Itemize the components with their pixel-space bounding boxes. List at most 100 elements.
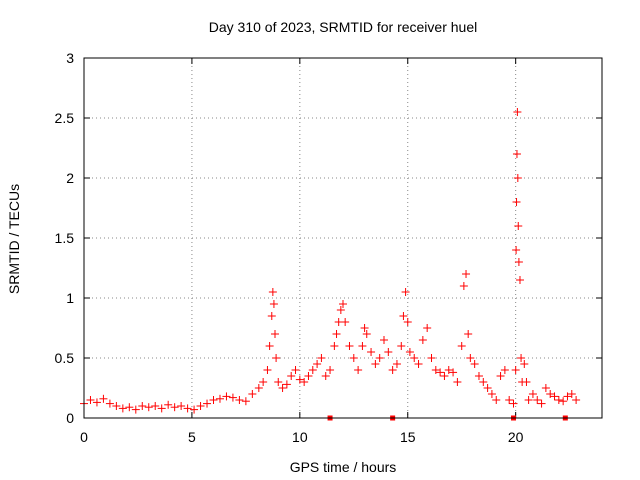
data-point [271,330,280,338]
data-point [567,390,576,398]
data-point [479,378,488,386]
data-point [550,392,559,401]
data-point [138,402,147,410]
data-point [196,402,205,410]
data-point [274,378,283,386]
data-point [453,378,462,386]
data-point [360,324,369,332]
data-point [554,396,563,404]
data-point [470,360,479,368]
data-point [392,360,401,368]
data-points [80,108,581,421]
data-point [388,366,397,374]
data-point [151,402,160,410]
data-point [118,404,127,413]
x-tick-label: 15 [400,429,416,445]
x-tick-label: 0 [80,429,88,445]
data-point [170,403,179,412]
data-point [512,246,521,254]
data-point [375,354,384,362]
data-point [326,366,335,374]
data-point [112,402,121,410]
data-point [321,372,330,380]
data-point [358,342,367,350]
data-point [457,342,466,350]
data-point [92,398,101,407]
y-tick-label: 2 [66,170,74,186]
data-point [487,390,496,398]
data-point [399,312,408,320]
data-point [459,282,468,290]
data-point [354,366,363,374]
y-tick-label: 2.5 [55,110,75,126]
data-point [522,378,531,386]
data-point [203,399,212,408]
data-point [496,372,505,380]
data-point [241,397,250,406]
data-point [418,336,427,344]
data-point [177,402,186,410]
data-point [492,396,501,404]
y-tick-label: 0.5 [55,350,75,366]
data-point [183,404,192,413]
data-point [295,375,304,384]
y-tick-label: 1 [66,290,74,306]
data-point [528,390,537,398]
data-point [235,396,244,404]
plot-frame [83,57,603,419]
data-point [330,342,339,350]
data-point [403,318,412,326]
data-point [259,378,268,386]
data-point [505,396,514,404]
data-point [268,288,277,296]
data-point [291,366,300,374]
data-point [511,366,520,374]
x-tick-label: 20 [508,429,524,445]
data-point [533,396,542,404]
data-point [215,394,224,403]
data-point [440,372,449,380]
data-point [278,384,287,392]
data-point [514,222,523,230]
data-point [272,354,281,362]
data-point [341,318,350,326]
data-point [339,300,347,308]
x-tick-label: 5 [188,429,196,445]
data-point [431,366,440,374]
data-point [414,360,423,368]
data-point [304,372,313,380]
data-point [401,288,410,296]
data-point [410,354,419,362]
data-point [209,396,218,404]
data-point [144,403,153,412]
data-point [105,399,114,408]
data-point [512,150,521,158]
data-point [397,342,406,350]
x-tick-label: 10 [292,429,308,445]
data-point [367,348,376,356]
data-point [517,354,526,362]
axis-ticks: 0 0.5 1 1.5 2 2.5 3 0 5 10 15 20 [55,50,602,445]
data-point [546,390,555,398]
data-point [513,108,522,116]
data-point [362,330,371,338]
x-axis-label: GPS time / hours [290,459,397,475]
data-point [514,258,523,266]
data-point [537,399,546,408]
data-point [313,360,322,368]
data-point [444,366,453,374]
data-point [466,354,475,362]
data-point [131,405,140,414]
data-point [282,380,291,389]
data-point [164,400,173,409]
data-point [300,378,309,386]
data-point [336,306,345,314]
data-point [254,384,263,392]
data-point [384,348,393,356]
data-point [86,396,95,404]
data-point [436,368,445,377]
data-point [265,342,274,350]
data-point [520,360,529,368]
y-tick-label: 0 [66,410,74,426]
